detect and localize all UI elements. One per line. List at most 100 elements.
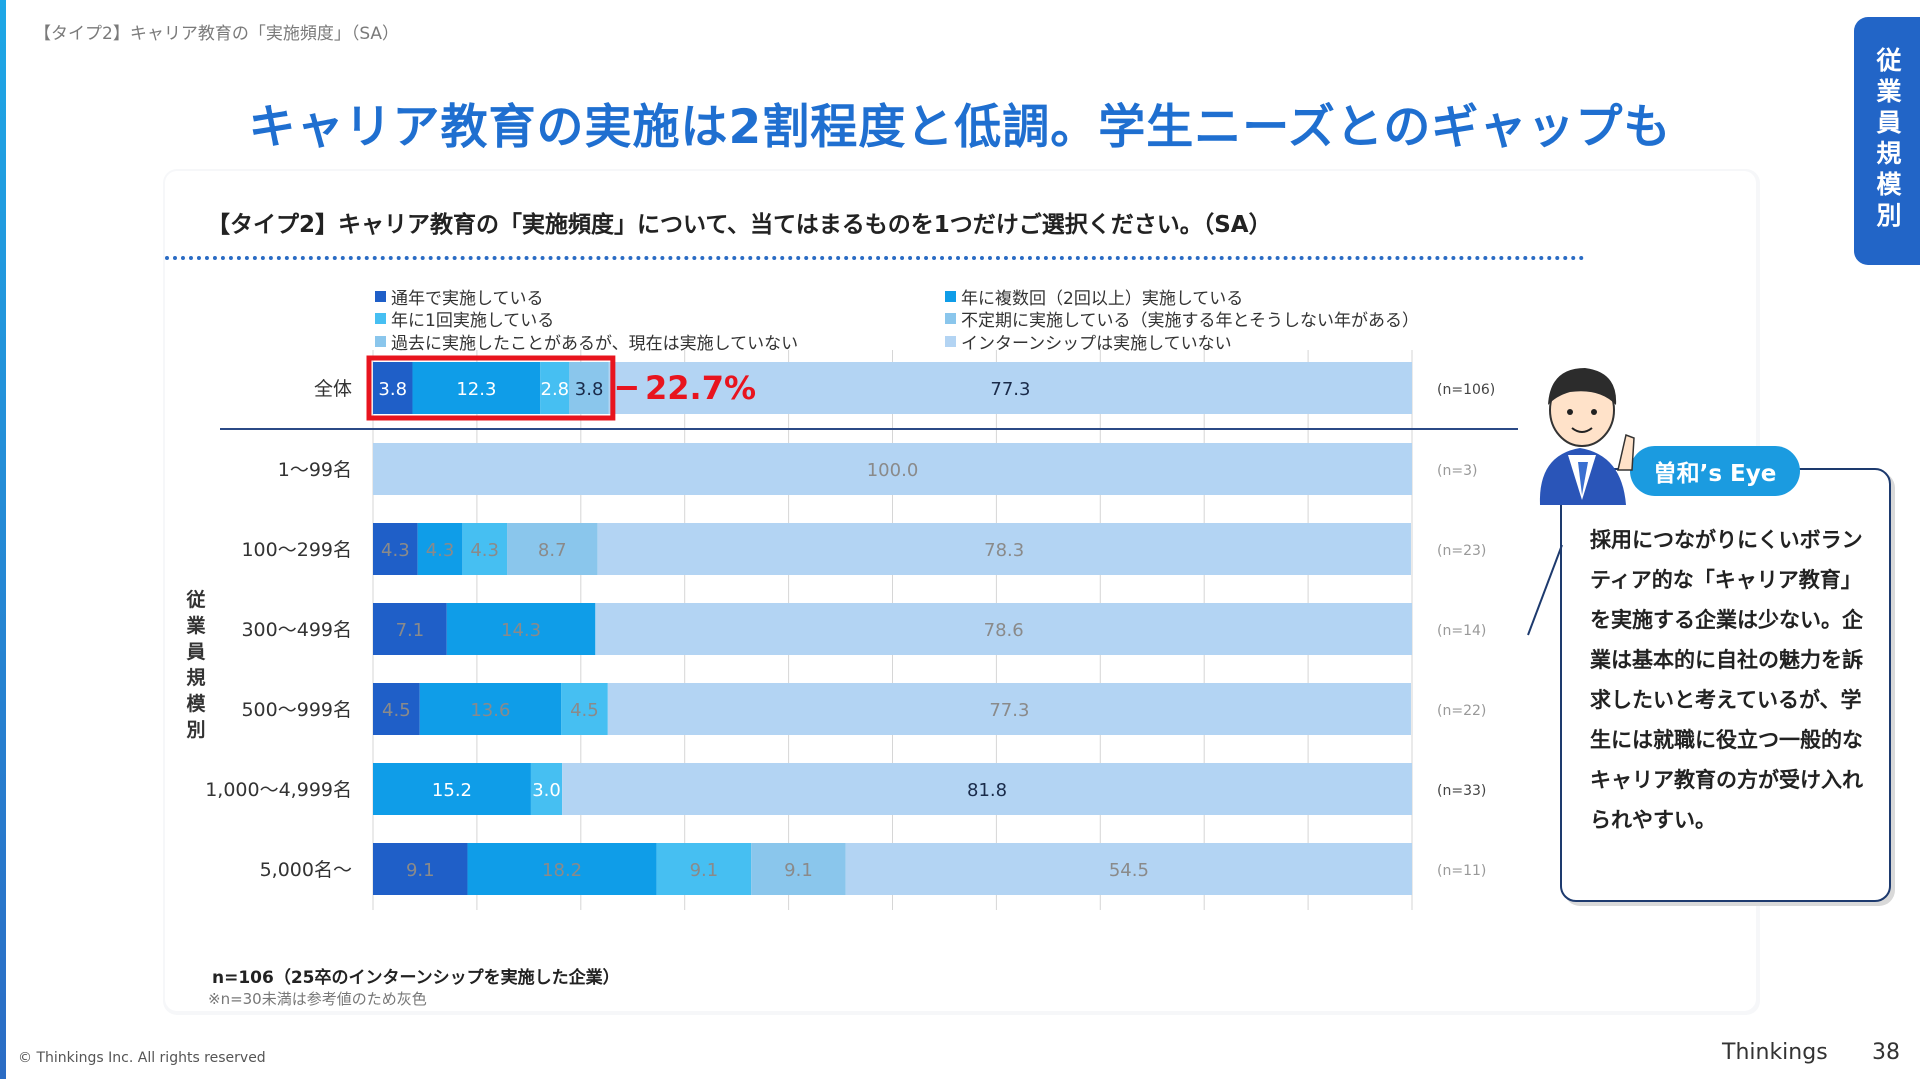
bar-value-label: 9.1	[784, 860, 813, 881]
bar-segment	[417, 523, 463, 575]
bar-value-label: 12.3	[456, 379, 496, 400]
bar-segment	[597, 523, 1411, 575]
bar-segment	[373, 362, 413, 414]
legend-item: 不定期に実施している（実施する年とそうしない年がある）	[945, 306, 1419, 331]
legend-label: 年に1回実施している	[391, 311, 555, 331]
bar-value-label: 78.3	[984, 540, 1024, 561]
bar-value-label: 54.5	[1109, 860, 1149, 881]
legend-swatch	[375, 336, 386, 347]
bar-value-label: 4.5	[570, 700, 599, 721]
bar-segment	[751, 843, 846, 895]
bar-segment	[507, 523, 598, 575]
bar-segment	[569, 362, 609, 414]
bar-segment	[656, 843, 752, 895]
callout-tag: 曽和’s Eye	[1630, 446, 1800, 496]
bar-segment	[373, 843, 468, 895]
legend-swatch	[945, 313, 956, 324]
brand-name: Thinkings	[1722, 1040, 1828, 1065]
legend-label: 年に複数回（2回以上）実施している	[961, 289, 1244, 309]
bar-value-label: 78.6	[984, 620, 1024, 641]
group-axis-label-char: 模	[186, 692, 206, 715]
bar-segment	[446, 603, 596, 655]
legend-item: インターンシップは実施していない	[945, 329, 1232, 354]
callout-box	[1560, 468, 1891, 902]
bar-segment	[562, 763, 1412, 815]
bar-segment	[467, 843, 657, 895]
bar-segment	[373, 683, 420, 735]
presenter-icon	[1539, 368, 1635, 505]
bar-segment	[373, 523, 418, 575]
n-label: (n=11)	[1437, 863, 1486, 879]
legend-swatch	[375, 291, 386, 302]
row-label: 1～99名	[278, 459, 352, 481]
bar-segment	[607, 683, 1411, 735]
legend-item: 通年で実施している	[375, 284, 544, 309]
bar-value-label: 3.8	[575, 379, 604, 400]
group-axis-label-char: 別	[186, 719, 205, 741]
side-tab-label: 従業員規模別	[1873, 47, 1902, 233]
bar-segment	[419, 683, 562, 735]
bar-value-label: 14.3	[501, 620, 541, 641]
bar-segment	[540, 362, 570, 414]
bar-value-label: 7.1	[396, 620, 425, 641]
legend-label: インターンシップは実施していない	[961, 334, 1232, 354]
bar-segment	[462, 523, 508, 575]
bar-segment	[608, 362, 1412, 414]
bar-value-label: 13.6	[470, 700, 510, 721]
legend-swatch	[945, 336, 956, 347]
bar-value-label: 77.3	[990, 379, 1030, 400]
bar-value-label: 4.3	[470, 540, 499, 561]
n-label: (n=23)	[1437, 543, 1486, 559]
bar-value-label: 3.8	[378, 379, 407, 400]
bar-value-label: 9.1	[690, 860, 719, 881]
bar-segment	[412, 362, 541, 414]
legend-item: 年に1回実施している	[375, 306, 554, 331]
row-label: 300～499名	[241, 619, 352, 641]
bar-segment	[373, 763, 531, 815]
bar-value-label: 2.8	[541, 379, 570, 400]
bar-value-label: 18.2	[542, 860, 582, 881]
bar-value-label: 4.3	[426, 540, 455, 561]
legend-item: 年に複数回（2回以上）実施している	[945, 284, 1243, 309]
bar-value-label: 9.1	[406, 860, 435, 881]
side-tab-employee-size[interactable]: 従業員規模別	[1854, 17, 1920, 265]
bar-value-label: 4.3	[381, 540, 410, 561]
bar-segment	[373, 603, 447, 655]
row-label: 1,000～4,999名	[205, 779, 352, 801]
bar-segment	[595, 603, 1412, 655]
callout-text: 採用につながりにくいボランティア的な「キャリア教育」を実施する企業は少ない。企業…	[1590, 528, 1863, 832]
breadcrumb: 【タイプ2】キャリア教育の「実施頻度」（SA）	[34, 24, 400, 44]
n-label: (n=33)	[1437, 783, 1486, 799]
legend-label: 通年で実施している	[391, 289, 544, 309]
bar-segment	[845, 843, 1412, 895]
bar-value-label: 3.0	[532, 780, 561, 801]
page-title: キャリア教育の実施は2割程度と低調。学生ニーズとのギャップも	[248, 100, 1672, 155]
legend-swatch	[945, 291, 956, 302]
bar-value-label: 81.8	[967, 780, 1007, 801]
bar-value-label: 77.3	[989, 700, 1029, 721]
copyright: © Thinkings Inc. All rights reserved	[18, 1050, 266, 1066]
bar-value-label: 4.5	[382, 700, 411, 721]
group-axis-label-char: 員	[186, 641, 205, 663]
bar-segment	[373, 443, 1412, 495]
question-text: 【タイプ2】キャリア教育の「実施頻度」について、当てはまるものを1つだけご選択く…	[207, 212, 1272, 238]
row-label: 100～299名	[241, 539, 352, 561]
row-label: 全体	[314, 378, 352, 400]
legend-label: 過去に実施したことがあるが、現在は実施していない	[391, 334, 799, 354]
bar-value-label: 8.7	[538, 540, 567, 561]
group-axis-label-char: 業	[185, 614, 206, 637]
n-label: (n=14)	[1437, 623, 1486, 639]
n-label: (n=106)	[1437, 382, 1495, 398]
n-label: (n=22)	[1437, 703, 1486, 719]
legend-label: 不定期に実施している（実施する年とそうしない年がある）	[961, 311, 1419, 331]
group-axis-label-char: 従	[185, 588, 205, 611]
bar-value-label: 15.2	[432, 780, 472, 801]
sample-size-note: n=106（25卒のインターンシップを実施した企業）	[212, 968, 620, 988]
row-label: 5,000名～	[260, 859, 352, 881]
page-number: 38	[1872, 1040, 1900, 1065]
n-label: (n=3)	[1437, 463, 1477, 479]
legend-swatch	[375, 313, 386, 324]
left-accent-bar	[0, 0, 6, 1079]
